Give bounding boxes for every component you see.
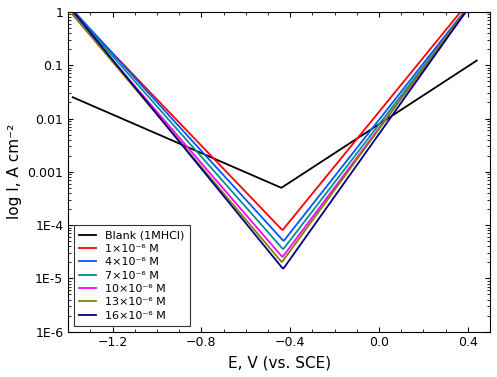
7×10⁻⁶ M — [334, 177, 340, 182]
Line: 7×10⁻⁶ M: 7×10⁻⁶ M — [73, 0, 477, 249]
X-axis label: E, V (vs. SCE): E, V (vs. SCE) — [228, 355, 331, 370]
7×10⁻⁶ M — [280, 247, 286, 251]
Line: 1×10⁻⁶ M: 1×10⁻⁶ M — [73, 0, 477, 230]
Blank (1MHCl) — [380, 120, 386, 124]
1×10⁻⁶ M — [95, 36, 101, 41]
16×10⁻⁶ M — [381, 125, 387, 129]
13×10⁻⁶ M — [278, 259, 284, 264]
10×10⁻⁶ M — [333, 183, 339, 187]
13×10⁻⁶ M — [380, 121, 386, 126]
1×10⁻⁶ M — [333, 162, 339, 166]
10×10⁻⁶ M — [95, 42, 101, 46]
4×10⁻⁶ M — [313, 198, 319, 203]
13×10⁻⁶ M — [311, 216, 317, 221]
10×10⁻⁶ M — [381, 120, 387, 124]
4×10⁻⁶ M — [70, 8, 76, 12]
Blank (1MHCl) — [474, 58, 480, 63]
Blank (1MHCl) — [332, 150, 338, 155]
16×10⁻⁶ M — [280, 266, 286, 271]
13×10⁻⁶ M — [420, 66, 426, 71]
10×10⁻⁶ M — [279, 254, 285, 259]
16×10⁻⁶ M — [322, 207, 328, 212]
Blank (1MHCl) — [321, 158, 327, 162]
10×10⁻⁶ M — [70, 12, 76, 17]
1×10⁻⁶ M — [322, 176, 328, 181]
4×10⁻⁶ M — [420, 61, 426, 65]
13×10⁻⁶ M — [70, 12, 76, 17]
16×10⁻⁶ M — [420, 69, 426, 74]
Line: 4×10⁻⁶ M: 4×10⁻⁶ M — [73, 0, 477, 241]
4×10⁻⁶ M — [334, 171, 340, 175]
4×10⁻⁶ M — [95, 36, 101, 40]
16×10⁻⁶ M — [312, 222, 318, 226]
Line: 13×10⁻⁶ M: 13×10⁻⁶ M — [73, 0, 477, 262]
Blank (1MHCl) — [95, 106, 101, 110]
1×10⁻⁶ M — [70, 9, 76, 14]
4×10⁻⁶ M — [280, 238, 286, 243]
Legend: Blank (1MHCl), 1×10⁻⁶ M, 4×10⁻⁶ M, 7×10⁻⁶ M, 10×10⁻⁶ M, 13×10⁻⁶ M, 16×10⁻⁶ M: Blank (1MHCl), 1×10⁻⁶ M, 4×10⁻⁶ M, 7×10⁻… — [74, 225, 190, 326]
16×10⁻⁶ M — [70, 9, 76, 13]
Line: 10×10⁻⁶ M: 10×10⁻⁶ M — [73, 0, 477, 257]
16×10⁻⁶ M — [95, 40, 101, 45]
13×10⁻⁶ M — [95, 43, 101, 47]
7×10⁻⁶ M — [312, 205, 318, 210]
4×10⁻⁶ M — [381, 111, 387, 116]
1×10⁻⁶ M — [312, 189, 318, 193]
4×10⁻⁶ M — [323, 185, 329, 190]
Blank (1MHCl) — [70, 95, 76, 100]
1×10⁻⁶ M — [381, 104, 387, 109]
7×10⁻⁶ M — [70, 9, 76, 13]
13×10⁻⁶ M — [321, 202, 327, 207]
7×10⁻⁶ M — [322, 192, 328, 197]
7×10⁻⁶ M — [95, 38, 101, 42]
10×10⁻⁶ M — [420, 67, 426, 71]
Blank (1MHCl) — [311, 165, 317, 169]
Line: Blank (1MHCl): Blank (1MHCl) — [73, 61, 477, 188]
1×10⁻⁶ M — [420, 55, 426, 60]
Blank (1MHCl) — [420, 93, 426, 98]
7×10⁻⁶ M — [381, 116, 387, 121]
10×10⁻⁶ M — [312, 212, 318, 217]
7×10⁻⁶ M — [420, 64, 426, 69]
Blank (1MHCl) — [278, 185, 284, 190]
16×10⁻⁶ M — [334, 191, 340, 196]
13×10⁻⁶ M — [333, 186, 339, 190]
1×10⁻⁶ M — [279, 227, 285, 232]
10×10⁻⁶ M — [322, 198, 328, 203]
Y-axis label: log I, A cm⁻²: log I, A cm⁻² — [7, 124, 22, 219]
Line: 16×10⁻⁶ M: 16×10⁻⁶ M — [73, 0, 477, 268]
